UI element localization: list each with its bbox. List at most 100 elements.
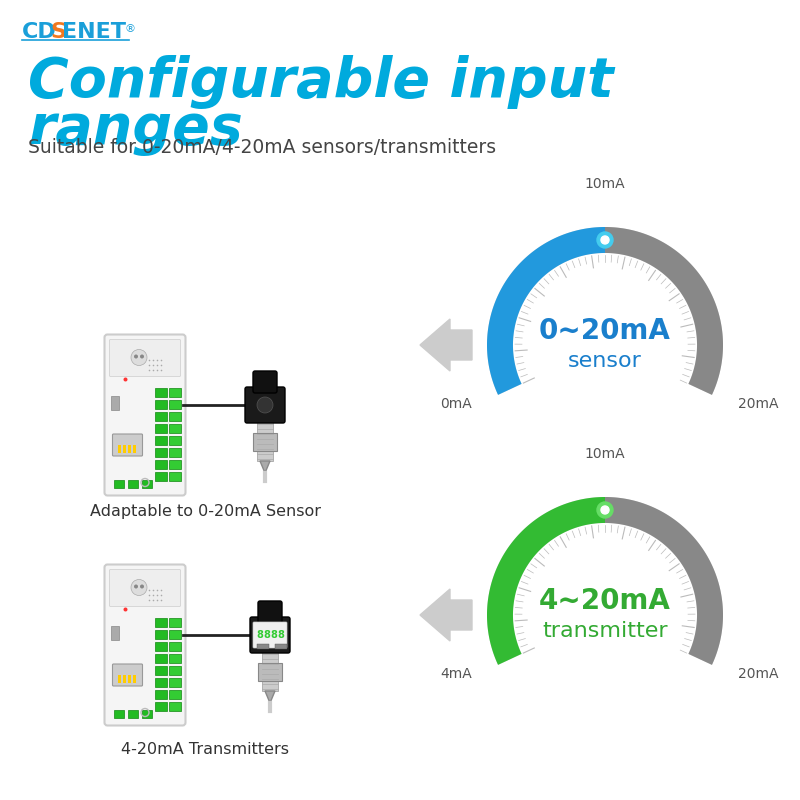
Text: ®: ® <box>124 24 135 34</box>
Text: 0~20mA: 0~20mA <box>539 317 671 345</box>
Bar <box>133 445 135 453</box>
Bar <box>127 710 138 718</box>
Circle shape <box>153 370 154 371</box>
Bar <box>275 644 287 649</box>
Circle shape <box>134 354 138 358</box>
Bar <box>154 690 166 698</box>
Text: 8: 8 <box>257 630 263 640</box>
Bar <box>169 654 181 662</box>
Text: 8: 8 <box>270 630 278 640</box>
Circle shape <box>153 594 154 596</box>
Bar <box>118 675 121 683</box>
Bar <box>169 642 181 650</box>
Bar <box>169 630 181 638</box>
Text: Suitable for 0-20mA/4-20mA sensors/transmitters: Suitable for 0-20mA/4-20mA sensors/trans… <box>28 138 496 157</box>
Circle shape <box>153 600 154 602</box>
Bar <box>154 447 166 457</box>
FancyBboxPatch shape <box>110 339 181 377</box>
Bar <box>169 702 181 710</box>
Polygon shape <box>487 227 605 395</box>
Bar <box>118 445 121 453</box>
Bar <box>169 690 181 698</box>
Circle shape <box>601 506 609 514</box>
Polygon shape <box>605 497 723 665</box>
Circle shape <box>157 370 158 371</box>
Circle shape <box>157 600 158 602</box>
FancyBboxPatch shape <box>113 664 142 686</box>
FancyArrow shape <box>420 319 472 371</box>
Bar <box>154 423 166 433</box>
FancyBboxPatch shape <box>253 371 277 393</box>
Text: 4mA: 4mA <box>440 667 472 681</box>
Bar <box>169 459 181 469</box>
Bar <box>258 663 282 681</box>
Text: ranges: ranges <box>28 102 242 156</box>
Circle shape <box>601 236 609 244</box>
Text: 4-20mA Transmitters: 4-20mA Transmitters <box>121 742 289 757</box>
Text: 20mA: 20mA <box>738 397 778 411</box>
Bar <box>114 479 123 487</box>
Circle shape <box>161 370 162 371</box>
Circle shape <box>153 365 154 366</box>
FancyBboxPatch shape <box>253 622 287 648</box>
Circle shape <box>140 354 144 358</box>
FancyBboxPatch shape <box>110 570 181 606</box>
Circle shape <box>131 579 147 595</box>
Circle shape <box>153 590 154 591</box>
Text: CD: CD <box>22 22 57 42</box>
Bar <box>253 433 277 451</box>
Polygon shape <box>260 461 270 473</box>
Text: 4~20mA: 4~20mA <box>539 587 671 615</box>
Bar <box>169 447 181 457</box>
Bar <box>127 675 130 683</box>
Bar <box>262 651 278 691</box>
Circle shape <box>157 360 158 362</box>
Bar <box>257 421 273 461</box>
Bar <box>110 626 118 640</box>
Circle shape <box>161 600 162 602</box>
FancyBboxPatch shape <box>258 601 282 623</box>
Bar <box>122 445 126 453</box>
Bar <box>110 396 118 410</box>
Circle shape <box>140 585 144 589</box>
Circle shape <box>149 360 150 362</box>
Polygon shape <box>487 497 605 665</box>
Bar <box>154 435 166 445</box>
Circle shape <box>149 590 150 591</box>
Text: ENET: ENET <box>62 22 126 42</box>
Circle shape <box>149 594 150 596</box>
Bar <box>154 387 166 397</box>
Text: 8: 8 <box>263 630 270 640</box>
Circle shape <box>157 365 158 366</box>
Circle shape <box>134 585 138 589</box>
FancyBboxPatch shape <box>245 387 285 423</box>
Bar <box>154 411 166 421</box>
Circle shape <box>131 350 147 366</box>
Bar <box>127 479 138 487</box>
Bar <box>154 459 166 469</box>
Text: Adaptable to 0-20mA Sensor: Adaptable to 0-20mA Sensor <box>90 504 321 519</box>
Circle shape <box>161 360 162 362</box>
Text: transmitter: transmitter <box>542 621 668 641</box>
Bar <box>142 479 151 487</box>
Circle shape <box>161 365 162 366</box>
Circle shape <box>153 360 154 362</box>
Bar <box>154 630 166 638</box>
Bar <box>154 618 166 626</box>
Bar <box>169 618 181 626</box>
Text: Configurable input: Configurable input <box>28 55 614 109</box>
FancyBboxPatch shape <box>105 334 186 495</box>
Text: 20mA: 20mA <box>738 667 778 681</box>
Bar <box>154 471 166 481</box>
Circle shape <box>123 378 127 382</box>
Bar <box>169 411 181 421</box>
Bar <box>127 445 130 453</box>
Circle shape <box>123 607 127 611</box>
Circle shape <box>149 365 150 366</box>
Circle shape <box>597 232 613 248</box>
Bar <box>169 678 181 686</box>
Bar <box>257 644 269 649</box>
Polygon shape <box>265 691 275 703</box>
FancyArrow shape <box>420 589 472 641</box>
Polygon shape <box>605 227 723 395</box>
